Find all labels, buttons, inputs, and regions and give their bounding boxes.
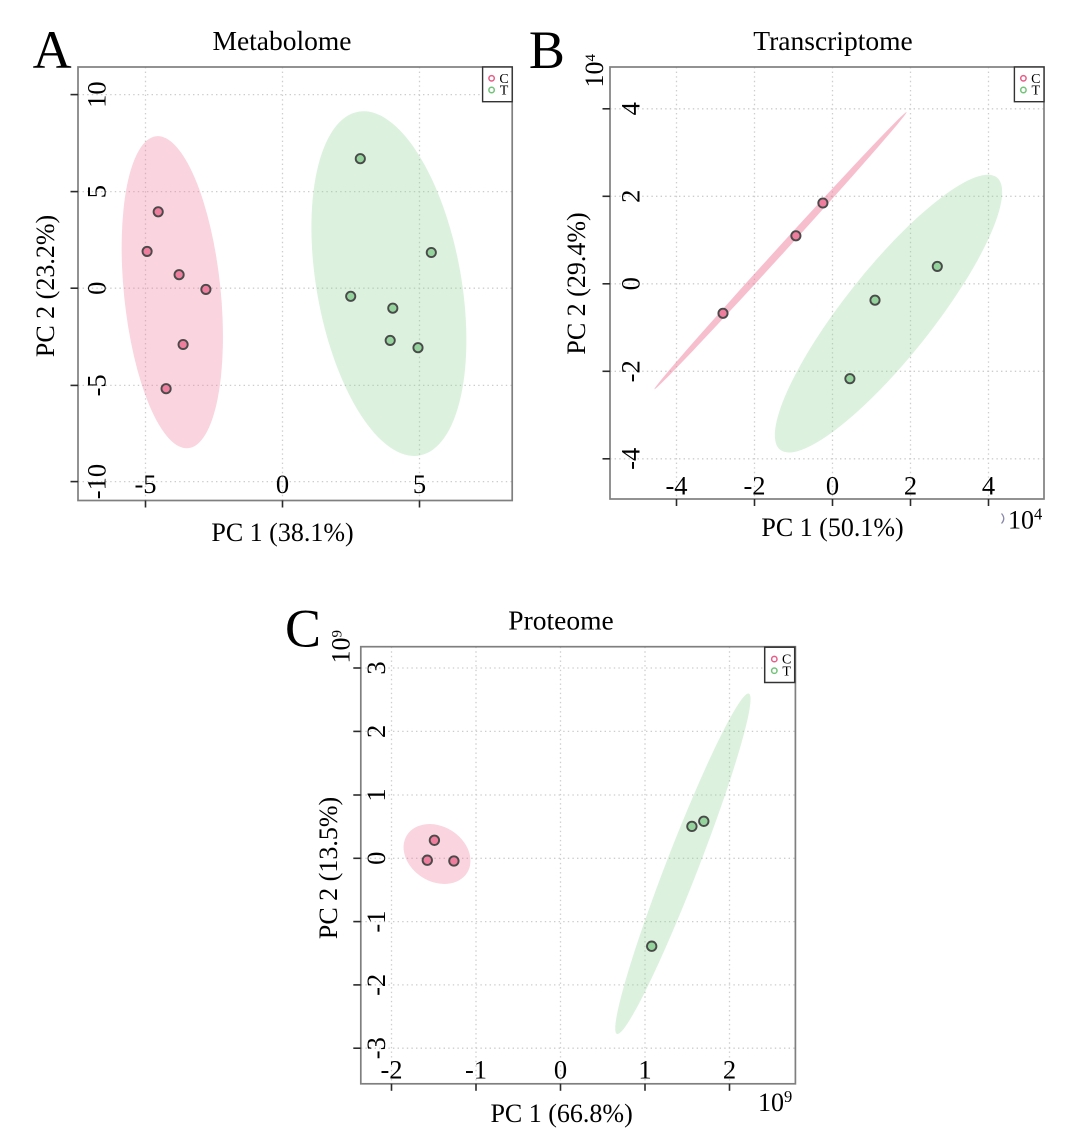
svg-text:PC 1 (50.1%): PC 1 (50.1%): [761, 513, 903, 542]
svg-text:-4: -4: [616, 448, 646, 470]
svg-text:0: 0: [616, 277, 646, 290]
svg-text:T: T: [500, 84, 509, 99]
svg-text:Proteome: Proteome: [508, 605, 613, 636]
svg-text:T: T: [1032, 84, 1041, 99]
svg-text:-5: -5: [81, 374, 111, 396]
svg-text:5: 5: [413, 469, 426, 499]
svg-text:Metabolome: Metabolome: [213, 25, 352, 56]
svg-text:Transcriptome: Transcriptome: [753, 25, 912, 56]
svg-text:4: 4: [982, 471, 995, 501]
svg-text:PC 1 (38.1%): PC 1 (38.1%): [211, 518, 353, 547]
svg-text:-2: -2: [743, 471, 765, 501]
svg-text:3: 3: [361, 661, 391, 674]
svg-text:0: 0: [81, 282, 111, 295]
svg-text:C: C: [1031, 72, 1040, 87]
svg-text:0: 0: [276, 469, 289, 499]
svg-text:-10: -10: [81, 464, 111, 499]
svg-text:PC 1 (66.8%): PC 1 (66.8%): [490, 1099, 632, 1128]
svg-text:PC 2 (29.4%): PC 2 (29.4%): [562, 212, 591, 354]
svg-text:-1: -1: [465, 1055, 487, 1085]
svg-text:-2: -2: [616, 360, 646, 382]
svg-text:2: 2: [361, 725, 391, 738]
svg-text:-2: -2: [380, 1055, 402, 1085]
svg-text:-3: -3: [361, 1037, 391, 1059]
svg-text:C: C: [285, 599, 321, 659]
svg-text:A: A: [33, 20, 72, 80]
svg-text:0: 0: [361, 852, 391, 865]
svg-text:2: 2: [616, 190, 646, 203]
svg-text:0: 0: [826, 471, 839, 501]
svg-text:1: 1: [361, 788, 391, 801]
svg-text:-2: -2: [361, 974, 391, 996]
svg-text:-1: -1: [361, 911, 391, 933]
svg-text:2: 2: [904, 471, 917, 501]
svg-text:-5: -5: [134, 469, 156, 499]
svg-text:0: 0: [554, 1055, 567, 1085]
svg-text:PC 2 (23.2%): PC 2 (23.2%): [31, 215, 60, 357]
svg-text:10: 10: [81, 81, 111, 108]
svg-text:B: B: [529, 20, 565, 80]
svg-text:C: C: [499, 72, 508, 87]
svg-text:1: 1: [638, 1055, 651, 1085]
svg-text:5: 5: [81, 185, 111, 198]
svg-text:PC 2 (13.5%): PC 2 (13.5%): [314, 797, 343, 939]
svg-text:4: 4: [616, 102, 646, 115]
svg-text:2: 2: [723, 1055, 736, 1085]
svg-text:-4: -4: [665, 471, 687, 501]
svg-text:T: T: [782, 664, 791, 679]
svg-text:C: C: [782, 653, 791, 668]
